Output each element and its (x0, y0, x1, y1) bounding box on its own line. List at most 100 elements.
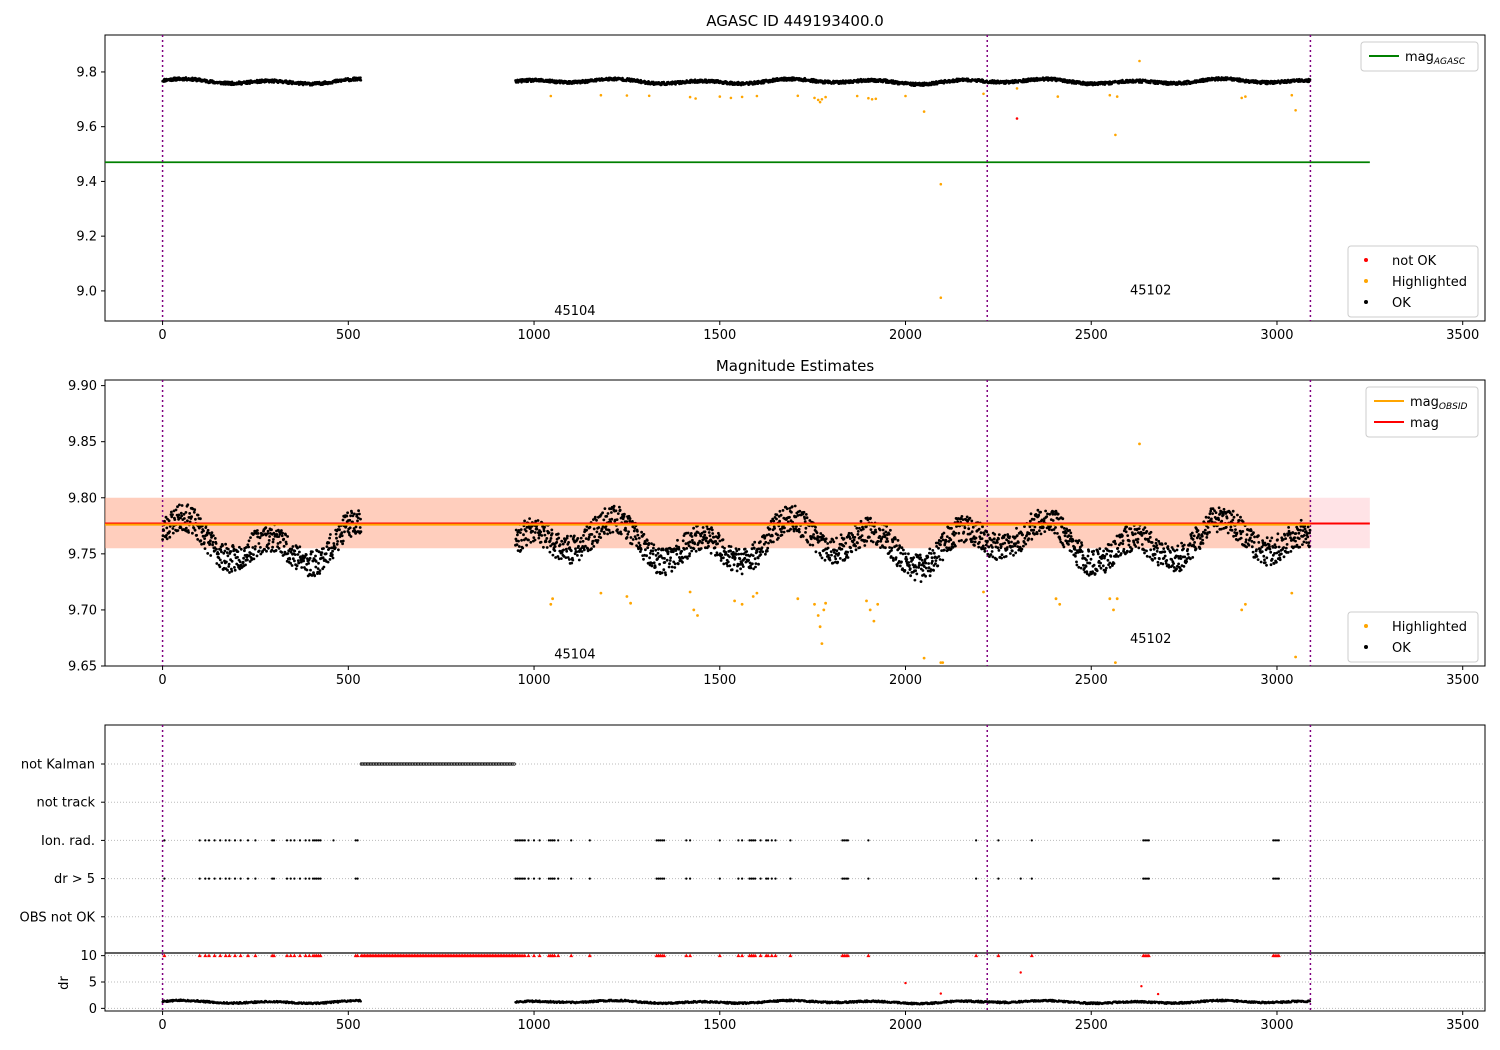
estimates-point-ok (227, 565, 231, 568)
estimates-point-ok (812, 533, 815, 536)
estimates-point-ok (266, 532, 270, 535)
estimates-point-ok (878, 528, 882, 532)
estimates-point-ok (928, 547, 932, 551)
estimates-point-ok (236, 550, 240, 553)
estimates-point-ok (548, 539, 552, 543)
estimates-point-ok (937, 546, 940, 550)
estimates-point-ok (983, 533, 986, 536)
estimates-point-ok (680, 549, 684, 553)
agasc-legend-bottom-swatch (1364, 279, 1368, 283)
estimates-point-ok (1112, 562, 1116, 565)
estimates-point-ok (835, 549, 839, 553)
estimates-point-ok (286, 552, 290, 555)
estimates-point-ok (690, 549, 694, 553)
agasc-point-highlighted (867, 96, 870, 100)
estimates-point-ok (694, 534, 698, 537)
estimates-point-ok (918, 553, 922, 557)
estimates-point-ok (1145, 554, 1149, 558)
estimates-point-ok (728, 564, 732, 568)
estimates-point-ok (656, 551, 660, 555)
estimates-point-ok (614, 509, 618, 513)
agasc-point-highlighted (688, 95, 692, 99)
estimates-point-ok (772, 519, 776, 523)
estimates-point-ok (754, 565, 757, 569)
estimates-point-ok (741, 565, 745, 568)
estimates-point-ok (1042, 519, 1046, 523)
estimates-point-ok (208, 542, 212, 545)
estimates-point-ok (264, 526, 268, 530)
estimates-point-ok (550, 532, 554, 535)
estimates-point-ok (895, 544, 898, 548)
estimates-point-ok (1015, 526, 1018, 530)
estimates-point-ok (826, 542, 830, 545)
estimates-point-ok (348, 526, 352, 530)
estimates-point-ok (891, 540, 895, 544)
estimates-point-ok (203, 547, 207, 550)
agasc-legend-top-subscript: AGASC (1433, 57, 1466, 67)
estimates-point-ok (732, 563, 736, 567)
estimates-point-ok (607, 528, 611, 532)
estimates-point-ok (328, 558, 332, 561)
estimates-point-ok (1156, 563, 1160, 567)
estimates-point-ok (601, 511, 604, 515)
estimates-point-ok (849, 546, 852, 550)
estimates-point-ok (987, 545, 991, 549)
estimates-point-ok (190, 515, 194, 519)
estimates-point-ok (217, 552, 220, 556)
estimates-point-ok (215, 547, 218, 551)
estimates-point-ok (1191, 556, 1195, 559)
estimates-point-ok (540, 534, 544, 537)
estimates-point-ok (1127, 539, 1131, 543)
estimates-point-ok (986, 552, 990, 556)
estimates-point-ok (1092, 549, 1096, 553)
estimates-point-ok (942, 531, 946, 535)
estimates-point-ok (753, 557, 757, 561)
estimates-point-ok (1124, 530, 1128, 534)
estimates-point-ok (751, 562, 754, 566)
estimates-point-ok (639, 548, 643, 551)
estimates-point-ok (1045, 515, 1049, 518)
estimates-point-ok (519, 548, 523, 552)
estimates-point-ok (1017, 541, 1020, 544)
estimates-point-ok (957, 531, 961, 535)
estimates-point-ok (778, 509, 782, 513)
estimates-point-ok (688, 552, 692, 556)
estimates-point-ok (244, 563, 247, 567)
estimates-point-ok (258, 536, 262, 540)
estimates-point-ok (291, 545, 295, 548)
estimates-point-ok (886, 540, 890, 543)
estimates-point-ok (224, 542, 228, 546)
estimates-point-ok (608, 531, 612, 535)
estimates-point-ok (218, 565, 222, 569)
estimates-point-ok (696, 531, 700, 534)
estimates-point-ok (1132, 540, 1136, 544)
estimates-point-ok (1148, 535, 1152, 539)
estimates-point-ok (979, 531, 983, 535)
estimates-point-ok (524, 529, 528, 533)
estimates-point-ok (592, 545, 596, 548)
estimates-point-ok (942, 548, 946, 552)
estimates-point-ok (631, 538, 635, 541)
estimates-point-ok (634, 537, 638, 541)
agasc-point-highlighted (1015, 87, 1019, 90)
agasc-point-highlighted (870, 98, 874, 101)
estimates-point-ok (756, 556, 760, 560)
estimates-point-ok (954, 544, 957, 548)
estimates-point-ok (995, 558, 998, 561)
estimates-point-ok (569, 534, 573, 538)
estimates-point-ok (932, 569, 935, 572)
estimates-point-ok (280, 529, 283, 532)
estimates-point-ok (225, 551, 229, 554)
estimates-point-ok (765, 549, 769, 553)
estimates-point-ok (728, 555, 731, 559)
estimates-point-ok (278, 540, 282, 544)
agasc-point-highlighted (818, 100, 822, 104)
estimates-point-ok (220, 550, 223, 554)
estimates-point-ok (685, 547, 689, 550)
estimates-point-ok (239, 547, 243, 551)
estimates-point-ok (912, 556, 916, 559)
estimates-point-ok (926, 555, 930, 559)
estimates-point-ok (1109, 543, 1113, 547)
estimates-point-ok (272, 538, 275, 541)
estimates-point-ok (941, 558, 945, 562)
